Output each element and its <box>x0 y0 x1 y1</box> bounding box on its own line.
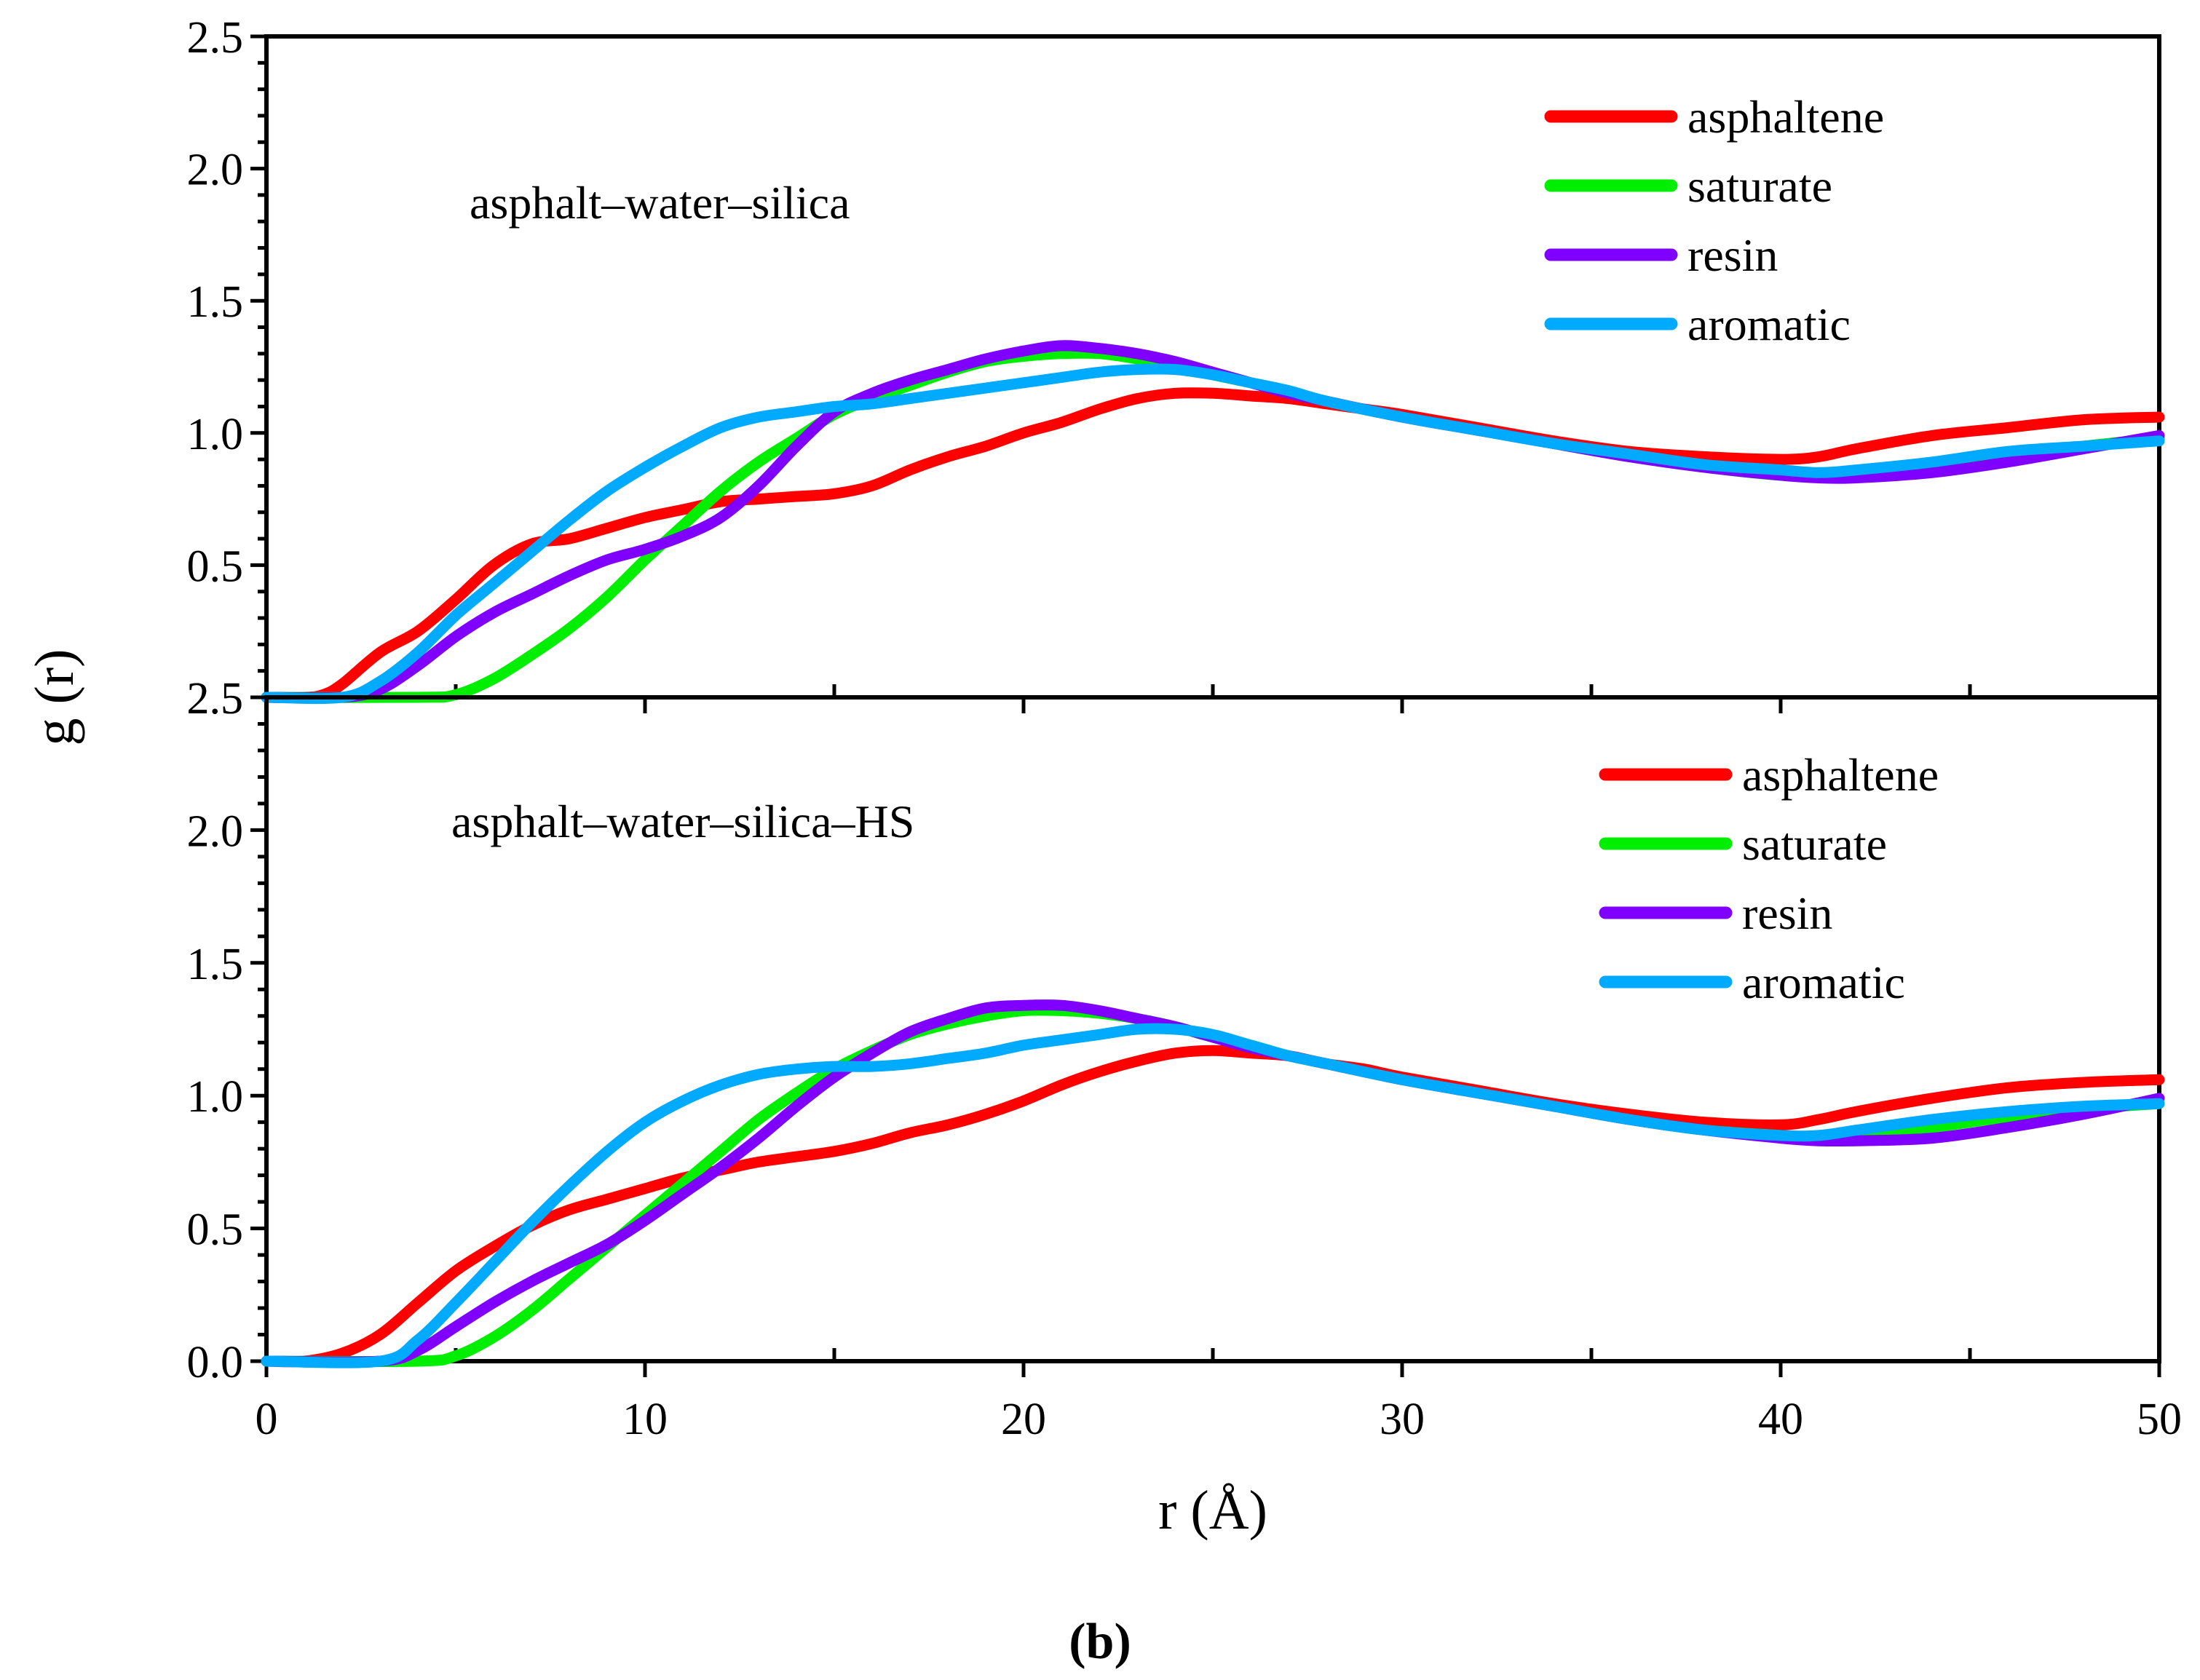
y-axis-title: g (r) <box>24 649 85 746</box>
panel-title: asphalt–water–silica–HS <box>451 796 914 847</box>
legend-label-aromatic: aromatic <box>1742 956 1905 1008</box>
y-tick-label: 1.0 <box>187 1072 244 1122</box>
series-line-saturate <box>261 1005 2165 1368</box>
y-tick-label: 1.0 <box>187 410 244 459</box>
series-line-aromatic <box>261 363 2165 705</box>
y-tick-label: 0.5 <box>187 1205 244 1255</box>
series-line-aromatic <box>261 1023 2165 1368</box>
legend-label-aromatic: aromatic <box>1687 298 1851 350</box>
y-tick-label: 2.5 <box>187 674 244 724</box>
y-tick-label: 2.0 <box>187 807 244 856</box>
panel-bottom: 0.0 0.5 1.0 1.5 2.0 2.5 0 10 20 30 40 50 asphalt–wat… <box>187 674 2183 1444</box>
legend: asphaltene saturate resin aromatic <box>1599 749 1939 1008</box>
panel-top: 2.5 0.5 1.0 1.5 2.0 2.5 asphalt–water–silica as… <box>187 13 2165 724</box>
y-tick-label: 1.5 <box>187 277 244 327</box>
legend-label-saturate: saturate <box>1687 160 1832 212</box>
legend-label-asphaltene: asphaltene <box>1742 749 1939 801</box>
y-tick-label: 0.0 <box>187 1338 244 1387</box>
series-line-asphaltene <box>261 387 2165 703</box>
x-tick-label: 0 <box>256 1395 278 1444</box>
y-tick-label: 2.5 <box>187 674 244 724</box>
x-tick-label: 30 <box>1380 1395 1425 1444</box>
legend-label-resin: resin <box>1742 887 1832 939</box>
x-tick-label: 40 <box>1758 1395 1803 1444</box>
y-tick-label: 0.5 <box>187 542 244 591</box>
x-tick-label: 50 <box>2137 1395 2182 1444</box>
plot-area: 2.5 0.5 1.0 1.5 2.0 2.5 asphalt–water–silica as… <box>187 13 2183 1444</box>
legend-label-saturate: saturate <box>1742 818 1887 870</box>
panel-title: asphalt–water–silica <box>470 177 850 229</box>
series-line-resin <box>261 999 2165 1368</box>
x-axis-title: r (Å) <box>1158 1480 1267 1541</box>
legend-label-resin: resin <box>1687 229 1778 281</box>
y-tick-label: 2.5 <box>187 13 244 63</box>
legend-label-asphaltene: asphaltene <box>1687 91 1884 143</box>
y-tick-label: 1.5 <box>187 940 244 989</box>
legend: asphaltene saturate resin aromatic <box>1544 91 1884 350</box>
figure-caption: (b) <box>1069 1614 1131 1670</box>
series-line-saturate <box>261 347 2165 703</box>
y-tick-label: 2.0 <box>187 146 244 195</box>
x-tick-label: 10 <box>622 1395 668 1444</box>
x-tick-label: 20 <box>1001 1395 1046 1444</box>
